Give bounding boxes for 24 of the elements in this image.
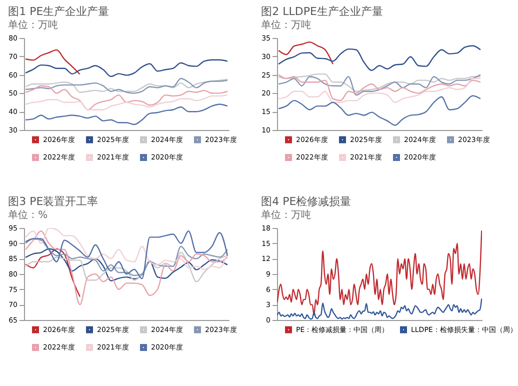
line-series [24,104,228,126]
chart-title: 图1 PE生产企业产量 [8,5,110,18]
line-series [278,95,482,126]
line-series [24,94,228,110]
line-series [24,228,228,270]
line-series [278,73,482,92]
chart-title: 图3 PE装置开工率 [8,195,98,208]
chart-subtitle: 单位：万吨 [261,19,312,31]
chart-subtitle: 单位：万吨 [261,209,312,221]
line-series [24,49,81,75]
chart-subtitle: 单位：万吨 [8,19,58,31]
line-series [24,85,228,110]
chart-title: 图4 PE检修减损量 [261,195,352,208]
line-series [24,238,228,276]
line-series [277,230,482,316]
chart-title: 图2 LLDPE生产企业产量 [261,5,383,18]
line-series [278,45,482,71]
line-series [278,74,482,96]
line-series [24,230,228,306]
line-series [24,248,81,298]
line-series [24,230,228,280]
line-series [24,59,228,78]
line-series [278,41,334,65]
chart-subtitle: 单位：% [8,209,48,221]
